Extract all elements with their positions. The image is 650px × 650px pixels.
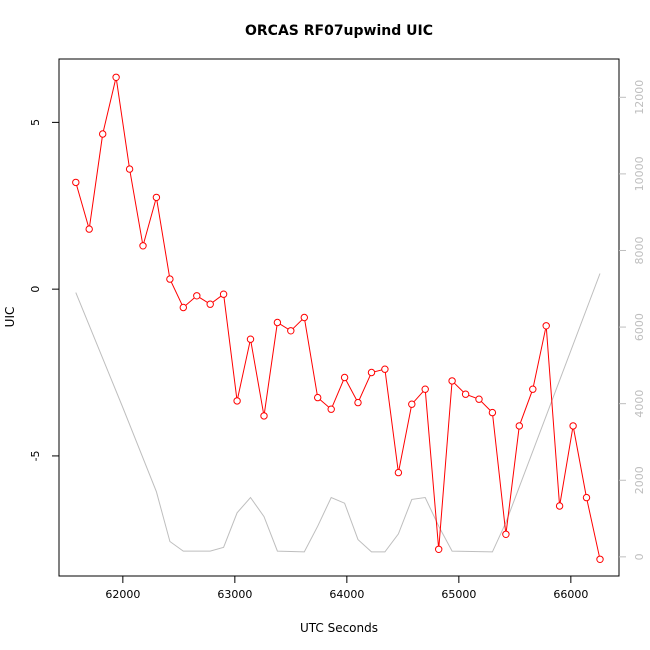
uic-point [435,545,443,553]
uic-point [139,242,147,250]
uic-point [300,313,308,322]
y2-tick-label: 6000 [633,313,646,341]
series-layer [72,73,604,563]
uic-point [233,397,241,405]
uic-point [193,292,201,300]
uic-point [488,408,497,417]
uic-point [394,468,403,477]
x-tick-label: 65000 [441,588,476,601]
uic-point [596,555,604,563]
uic-point [125,165,134,173]
y-tick-label: -5 [29,450,42,461]
uic-point [287,327,295,335]
uic-point [582,493,591,502]
uic-point [85,225,93,233]
uic-point [448,377,456,385]
uic-point [340,373,349,382]
uic-point [246,335,255,343]
uic-point [112,73,120,82]
y2-tick-label: 10000 [633,156,646,191]
uic-point [515,422,523,430]
altitude-line [75,273,601,553]
x-tick-label: 66000 [553,588,588,601]
uic-point [166,275,174,283]
y2-tick-label: 0 [633,553,646,560]
uic-point [555,502,564,510]
plot-frame [58,58,620,577]
uic-point [542,322,550,330]
x-tick-label: 63000 [217,588,252,601]
chart-title: ORCAS RF07upwind UIC [245,23,433,39]
y2-tick-label: 8000 [633,236,646,264]
y-axis-label: UIC [3,307,17,328]
y2-tick-label: 12000 [633,80,646,115]
uic-point [206,300,214,308]
uic-point [273,318,282,327]
y2-tick-label: 4000 [633,390,646,418]
uic-point [367,368,376,377]
uic-point [421,385,429,393]
uic-point [152,193,161,202]
uic-point [475,395,483,403]
uic-point [408,400,416,408]
uic-point [461,390,470,398]
uic-point [569,422,577,430]
uic-point [381,365,389,373]
uic-point [179,303,188,312]
uic-point [502,530,510,538]
uic-point [260,412,268,420]
x-axis-label: UTC Seconds [300,621,378,635]
y2-tick-label: 2000 [633,466,646,494]
uic-point [219,290,228,298]
y-tick-label: 0 [29,286,42,293]
x-tick-label: 62000 [105,588,140,601]
uic-line [75,77,601,560]
uic-point [327,405,335,413]
uic-point [99,130,107,138]
y-tick-label: 5 [29,119,42,126]
x-tick-label: 64000 [329,588,364,601]
uic-point [354,398,362,407]
uic-point [529,385,537,393]
uic-point [314,393,322,402]
axes: 62000 63000 64000 65000 66000 -5 0 5 0 2000 4000 60… [29,80,646,601]
uic-point [72,178,80,187]
